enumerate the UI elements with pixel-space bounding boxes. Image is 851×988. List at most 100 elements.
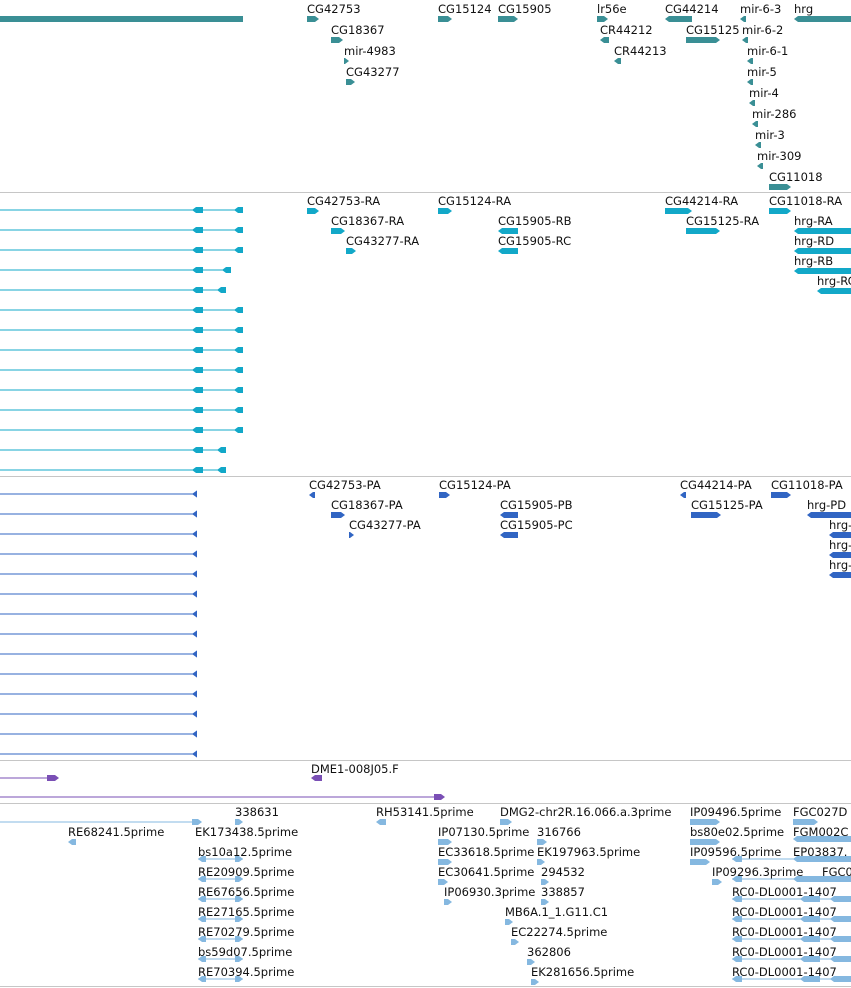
gene-label[interactable]: mir-309 — [757, 149, 802, 163]
est-label[interactable]: EK197963.5prime — [537, 845, 641, 859]
transcript-label[interactable]: hrg-RC — [817, 274, 851, 288]
gene-label[interactable]: CR44212 — [600, 23, 653, 37]
transcript-exon[interactable] — [192, 247, 203, 253]
gene-label[interactable]: CG15124 — [438, 2, 492, 16]
est-glyph[interactable] — [527, 959, 535, 965]
transcript-exon[interactable] — [234, 227, 243, 233]
transcript-glyph[interactable] — [817, 288, 851, 294]
protein-glyph[interactable] — [829, 532, 851, 538]
est-glyph[interactable] — [800, 956, 820, 962]
est-label[interactable]: IP09496.5prime — [690, 805, 782, 819]
gene-label[interactable]: mir-3 — [755, 128, 785, 142]
est-glyph[interactable] — [438, 859, 452, 865]
gene-glyph[interactable] — [747, 58, 753, 64]
est-glyph[interactable] — [192, 819, 202, 825]
clone-label[interactable]: DME1-008J05.F — [311, 762, 399, 776]
gene-label[interactable]: mir-6-3 — [740, 2, 782, 16]
est-glyph[interactable] — [732, 896, 742, 902]
est-glyph[interactable] — [800, 976, 820, 982]
est-label[interactable]: RH53141.5prime — [376, 805, 474, 819]
transcript-exon[interactable] — [192, 467, 203, 473]
protein-arrow[interactable] — [192, 690, 197, 698]
gene-label[interactable]: CG11018 — [769, 170, 823, 184]
protein-label[interactable]: hrg-PC — [829, 558, 851, 572]
transcript-exon[interactable] — [234, 247, 243, 253]
transcript-label[interactable]: CG15124-RA — [438, 194, 512, 208]
protein-label[interactable]: CG15124-PA — [439, 478, 511, 492]
est-glyph[interactable] — [235, 976, 243, 982]
est-glyph[interactable] — [800, 936, 820, 942]
transcript-glyph[interactable] — [438, 208, 452, 214]
est-glyph[interactable] — [541, 879, 549, 885]
transcript-exon[interactable] — [217, 447, 226, 453]
transcript-label[interactable]: CG44214-RA — [665, 194, 739, 208]
est-label[interactable]: EC22274.5prime — [511, 925, 608, 939]
protein-arrow[interactable] — [192, 710, 197, 718]
est-glyph[interactable] — [537, 859, 545, 865]
protein-label[interactable]: CG15905-PC — [500, 518, 573, 532]
protein-glyph[interactable] — [829, 552, 851, 558]
est-label[interactable]: DMG2-chr2R.16.066.a.3prime — [500, 805, 672, 819]
est-glyph[interactable] — [800, 896, 820, 902]
transcript-label[interactable]: CG43277-RA — [346, 234, 420, 248]
gene-label[interactable]: mir-6-1 — [747, 44, 789, 58]
gene-glyph[interactable] — [740, 16, 746, 22]
transcript-exon[interactable] — [217, 287, 226, 293]
gene-label[interactable]: hrg — [794, 2, 814, 16]
est-label[interactable]: RC0-DL0001-1407 — [732, 905, 837, 919]
protein-label[interactable]: CG15905-PB — [500, 498, 573, 512]
est-label[interactable]: EK173438.5prime — [195, 825, 299, 839]
gene-glyph[interactable] — [438, 16, 452, 22]
transcript-exon[interactable] — [234, 427, 243, 433]
protein-glyph[interactable] — [771, 492, 791, 498]
est-label[interactable]: 338631 — [235, 805, 279, 819]
transcript-label[interactable]: CG42753-RA — [307, 194, 381, 208]
est-glyph[interactable] — [732, 876, 742, 882]
transcript-glyph[interactable] — [794, 268, 851, 274]
transcript-glyph[interactable] — [665, 208, 692, 214]
est-glyph[interactable] — [541, 899, 549, 905]
est-glyph[interactable] — [376, 819, 386, 825]
est-glyph[interactable] — [793, 819, 818, 825]
est-glyph[interactable] — [235, 916, 243, 922]
protein-arrow[interactable] — [192, 750, 197, 758]
protein-label[interactable]: CG42753-PA — [309, 478, 381, 492]
est-glyph[interactable] — [690, 819, 720, 825]
transcript-exon[interactable] — [234, 367, 243, 373]
est-label[interactable]: RC0-DL0001-1407 — [732, 925, 837, 939]
gene-glyph[interactable] — [597, 16, 608, 22]
gene-glyph[interactable] — [600, 37, 609, 43]
est-label[interactable]: RE70279.5prime — [198, 925, 295, 939]
est-glyph[interactable] — [198, 876, 206, 882]
protein-arrow[interactable] — [192, 590, 197, 598]
est-glyph[interactable] — [198, 916, 206, 922]
transcript-label[interactable]: CG11018-RA — [769, 194, 843, 208]
est-label[interactable]: IP06930.3prime — [444, 885, 536, 899]
est-glyph[interactable] — [198, 896, 206, 902]
transcript-exon[interactable] — [192, 367, 203, 373]
est-label[interactable]: RE70394.5prime — [198, 965, 295, 979]
transcript-label[interactable]: CG15905-RC — [498, 234, 572, 248]
gene-glyph[interactable] — [747, 79, 753, 85]
est-glyph[interactable] — [830, 896, 851, 902]
est-label[interactable]: RE20909.5prime — [198, 865, 295, 879]
protein-arrow[interactable] — [192, 630, 197, 638]
transcript-label[interactable]: CG18367-RA — [331, 214, 405, 228]
est-label[interactable]: 316766 — [537, 825, 581, 839]
protein-glyph[interactable] — [331, 512, 345, 518]
protein-arrow[interactable] — [192, 530, 197, 538]
est-glyph[interactable] — [235, 819, 243, 825]
gene-glyph[interactable] — [498, 16, 518, 22]
transcript-glyph[interactable] — [331, 228, 345, 234]
est-glyph[interactable] — [68, 839, 76, 845]
est-label[interactable]: FGM002C — [793, 825, 849, 839]
protein-label[interactable]: hrg-PD — [807, 498, 847, 512]
est-glyph[interactable] — [793, 876, 851, 882]
transcript-label[interactable]: hrg-RD — [794, 234, 835, 248]
transcript-exon[interactable] — [192, 347, 203, 353]
transcript-exon[interactable] — [234, 207, 243, 213]
gene-glyph[interactable] — [755, 142, 761, 148]
est-glyph[interactable] — [830, 936, 851, 942]
est-glyph[interactable] — [531, 979, 539, 985]
gene-glyph[interactable] — [742, 37, 748, 43]
